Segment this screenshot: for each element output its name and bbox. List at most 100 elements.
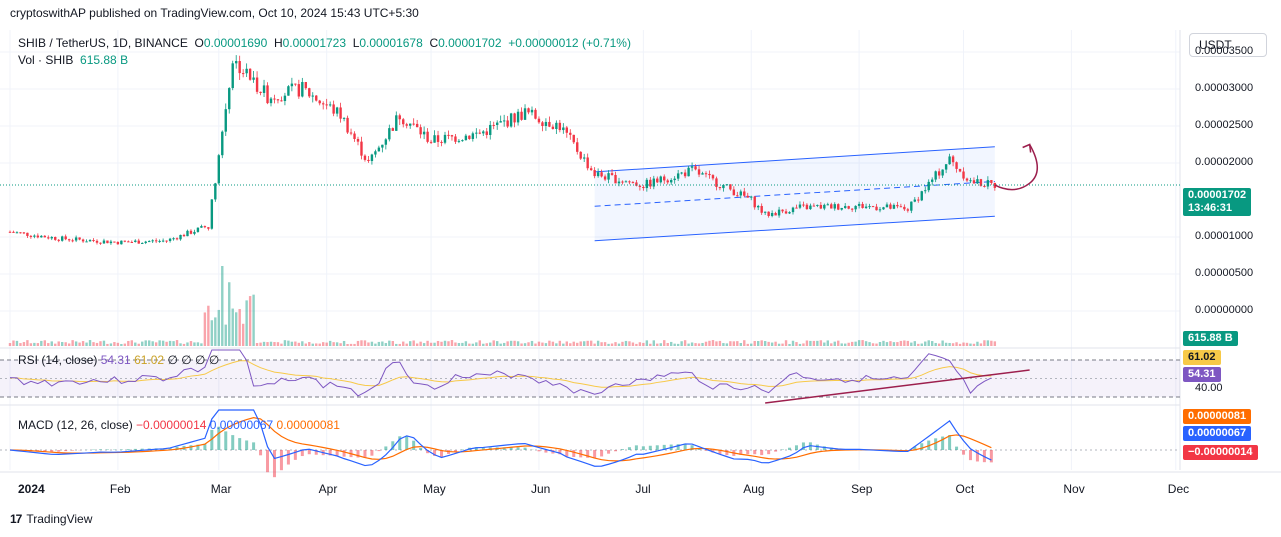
volume-bar — [913, 341, 916, 346]
tradingview-logo-icon[interactable]: 17 — [10, 512, 22, 526]
volume-bar — [367, 342, 370, 346]
volume-bar — [57, 341, 60, 346]
brand-name[interactable]: TradingView — [26, 512, 93, 526]
macd-hist-bar — [105, 449, 109, 450]
time-tick-label: Oct — [955, 482, 975, 496]
candle-body — [113, 241, 116, 243]
symbol-label[interactable]: SHIB / TetherUS, 1D, BINANCE — [18, 36, 188, 50]
candle-body — [398, 115, 401, 120]
volume-bar — [161, 340, 165, 346]
candles — [0, 55, 1180, 245]
volume-bar — [962, 342, 965, 346]
macd-hist-bar — [370, 450, 374, 456]
candle-body — [635, 182, 638, 186]
candle-body — [583, 157, 586, 159]
candle-body — [50, 236, 53, 239]
volume-bar — [537, 341, 541, 346]
volume-label[interactable]: Vol · SHIB — [18, 53, 74, 67]
volume-bar — [718, 340, 722, 346]
volume-bar — [523, 343, 527, 346]
candle-body — [565, 127, 568, 133]
macd-hist-bar — [245, 440, 249, 450]
volume-bar — [690, 342, 694, 346]
candle-body — [645, 179, 649, 189]
volume-bar — [496, 341, 499, 346]
macd-hist-bar — [238, 438, 242, 450]
candle-body — [356, 138, 360, 142]
candle-body — [569, 132, 572, 135]
volume-bar — [130, 340, 133, 346]
macd-hist-bar — [948, 435, 952, 450]
rsi-value: 54.31 — [100, 353, 131, 367]
volume-bar — [649, 343, 652, 346]
volume-bar — [440, 341, 443, 346]
currency-unit-button[interactable]: USDT — [1189, 33, 1267, 57]
volume-bar — [596, 340, 600, 346]
candle-body — [927, 181, 930, 191]
macd-hist-bar — [286, 450, 290, 465]
rsi-label[interactable]: RSI (14, close) — [18, 353, 98, 367]
volume-bar — [88, 340, 92, 346]
volume-bar — [509, 340, 513, 346]
volume-bar — [753, 340, 756, 346]
candle-body — [809, 205, 812, 210]
volume-bar — [704, 341, 708, 346]
volume-bar — [342, 340, 346, 346]
volume-bar — [931, 341, 934, 346]
volume-bar — [502, 342, 506, 346]
volume-bar — [924, 341, 927, 346]
volume-value: 615.88 B — [80, 53, 129, 67]
candle-body — [652, 178, 655, 187]
candle-body — [186, 230, 189, 237]
volume-bar — [944, 342, 948, 346]
candle-body — [600, 172, 603, 177]
rsi-line — [9, 349, 992, 397]
candle-body — [722, 184, 725, 189]
volume-bar — [555, 343, 558, 346]
volume-bar — [948, 342, 951, 346]
volume-bar — [837, 340, 840, 346]
candle-body — [172, 238, 175, 240]
volume-bar — [29, 343, 33, 346]
macd-hist-bar — [614, 450, 618, 452]
volume-bar — [273, 342, 276, 346]
macd-hist-bar — [453, 450, 457, 452]
candle-body — [106, 240, 109, 244]
volume-bar — [833, 341, 836, 346]
volume-bar — [151, 341, 154, 346]
macd-hist-bar — [196, 444, 200, 450]
candle-body — [405, 124, 408, 126]
macd-hist-bar — [203, 444, 207, 450]
price-channel — [594, 146, 995, 242]
volume-bar — [318, 343, 321, 346]
candle-body — [885, 204, 889, 208]
candle-body — [374, 151, 377, 155]
macd-hist-bar — [620, 449, 624, 450]
volume-bar — [850, 341, 854, 346]
macd-hist-bar — [794, 445, 798, 450]
candle-body — [694, 166, 697, 170]
candle-body — [871, 206, 875, 208]
volume-bar — [861, 340, 864, 346]
macd-hist-bar — [537, 450, 541, 452]
volume-bar — [492, 340, 495, 346]
macd-hist-bar — [272, 450, 276, 478]
candle-body — [558, 122, 562, 131]
candle-body — [182, 234, 186, 237]
candle-body — [266, 85, 269, 104]
macd-hist-bar — [426, 450, 430, 454]
volume-bar — [175, 340, 179, 346]
candle-body — [924, 190, 927, 192]
volume-bar — [784, 340, 788, 346]
candle-body — [137, 240, 140, 244]
volume-bar — [116, 342, 120, 346]
macd-label[interactable]: MACD (12, 26, close) — [18, 418, 133, 432]
volume-bar — [123, 343, 127, 346]
candle-body — [154, 240, 158, 242]
candle-body — [833, 204, 836, 209]
candle-body — [415, 123, 419, 128]
macd-hist-bar — [815, 444, 819, 450]
candle-body — [516, 111, 520, 123]
candle-body — [579, 151, 582, 159]
